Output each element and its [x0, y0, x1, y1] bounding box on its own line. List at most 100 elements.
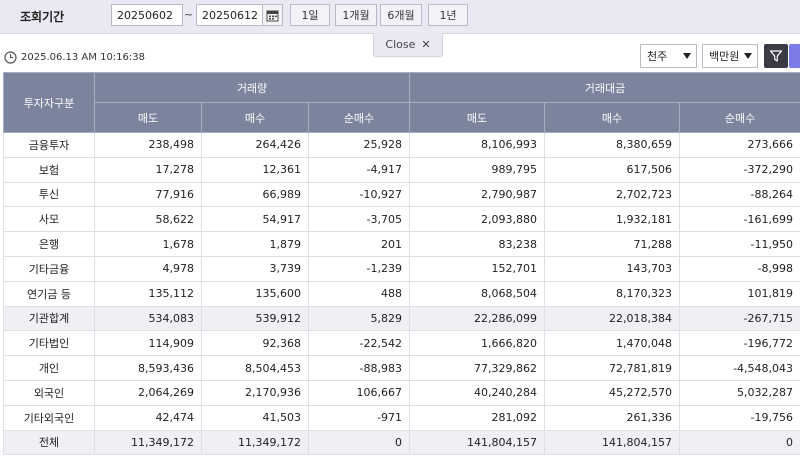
table-cell: 1,470,048 — [544, 330, 681, 357]
table-cell: -88,264 — [679, 182, 800, 208]
table-row: 연기금 등 135,112 135,600 488 8,068,504 8,170,323… — [3, 281, 800, 307]
timestamp: 2025.06.13 AM 10:16:38 — [4, 51, 145, 64]
table-row: 보험 17,278 12,361 -4,917 989,795 617,506 -372,2… — [3, 157, 800, 183]
close-panel-button[interactable]: Close ✕ — [373, 33, 443, 57]
unit-select[interactable]: 백만원 — [702, 44, 758, 68]
timestamp-text: 2025.06.13 AM 10:16:38 — [21, 52, 145, 63]
table-cell: -4,548,043 — [679, 355, 800, 381]
period-label: 조회기간 — [20, 10, 65, 24]
row-label: 기타외국인 — [3, 405, 95, 431]
row-label: 투신 — [3, 182, 95, 208]
table-cell: 1,678 — [94, 231, 202, 257]
row-label: 보험 — [3, 157, 95, 183]
calendar-button[interactable] — [262, 4, 283, 26]
table-cell: -3,705 — [308, 206, 411, 233]
table-cell: 72,781,819 — [544, 355, 681, 381]
table-row: 투신 77,916 66,989 -10,927 2,790,987 2,702,723-… — [3, 182, 800, 208]
table-cell: 5,829 — [308, 306, 411, 332]
table-cell: 273,666 — [679, 132, 800, 158]
table-cell: -1,239 — [308, 256, 411, 282]
table-row: 기관합계 534,083 539,912 5,829 22,286,099 22,018,… — [3, 306, 800, 332]
row-label: 기관합계 — [3, 306, 95, 332]
column-header: 매수 — [544, 102, 681, 133]
table-cell: 0 — [679, 430, 800, 456]
table-cell: 238,498 — [94, 132, 202, 158]
close-icon: ✕ — [421, 38, 431, 51]
date-to-input[interactable] — [196, 4, 262, 26]
column-header: 순매수 — [679, 102, 800, 133]
table-cell: 0 — [308, 430, 411, 456]
table-cell: 41,503 — [201, 405, 309, 431]
table-cell: 54,917 — [201, 206, 309, 233]
chevron-down-icon — [683, 53, 691, 59]
table-cell: 40,240,284 — [409, 380, 546, 406]
table-cell: 152,701 — [409, 256, 546, 282]
column-header: 매도 — [409, 102, 546, 133]
table-cell: 58,622 — [94, 206, 202, 233]
table-row: 개인 8,593,436 8,504,453 -88,983 77,329,862 72,… — [3, 355, 800, 381]
table-cell: 2,702,723 — [544, 182, 681, 208]
table-cell: 281,092 — [409, 405, 546, 431]
table-cell: -267,715 — [679, 306, 800, 332]
table-cell: 42,474 — [94, 405, 202, 431]
table-cell: -88,983 — [308, 355, 411, 381]
table-cell: 534,083 — [94, 306, 202, 332]
table-cell: -4,917 — [308, 157, 411, 183]
table-cell: 4,978 — [94, 256, 202, 282]
table-cell: 617,506 — [544, 157, 681, 183]
table-cell: 92,368 — [201, 330, 309, 357]
table-cell: 143,703 — [544, 256, 681, 282]
row-label: 금융투자 — [3, 132, 95, 158]
table-cell: 25,928 — [308, 132, 411, 158]
table-cell: -19,756 — [679, 405, 800, 431]
table-cell: 261,336 — [544, 405, 681, 431]
extra-button[interactable] — [789, 44, 800, 68]
calendar-icon — [266, 10, 279, 21]
table-cell: -372,290 — [679, 157, 800, 183]
table-cell: 8,380,659 — [544, 132, 681, 158]
period-1month-button[interactable]: 1개월 — [335, 4, 377, 26]
table-row: 은행 1,678 1,879 201 83,238 71,288 -11,950 — [3, 231, 800, 257]
table-cell: -11,950 — [679, 231, 800, 257]
table-cell: 135,112 — [94, 281, 202, 307]
table-row: 기타법인 114,909 92,368 -22,542 1,666,820 1,470,0… — [3, 330, 800, 357]
date-from-input[interactable] — [111, 4, 183, 26]
table-cell: -161,699 — [679, 206, 800, 233]
row-label: 은행 — [3, 231, 95, 257]
period-1day-button[interactable]: 1일 — [290, 4, 330, 26]
table-cell: 106,667 — [308, 380, 411, 406]
table-cell: 201 — [308, 231, 411, 257]
table-cell: 45,272,570 — [544, 380, 681, 406]
table-cell: 114,909 — [94, 330, 202, 357]
table-cell: -196,772 — [679, 330, 800, 357]
table-row: 기타외국인 42,474 41,503 -971 281,092 261,336 -19,7… — [3, 405, 800, 431]
table-row: 사모 58,622 54,917 -3,705 2,093,880 1,932,181 -1… — [3, 206, 800, 233]
filter-button[interactable] — [764, 44, 788, 68]
filter-icon — [769, 50, 783, 62]
table-row: 기타금융 4,978 3,739 -1,239 152,701 143,703 -8,998 — [3, 256, 800, 282]
chevron-down-icon — [744, 53, 752, 59]
clock-icon — [4, 51, 17, 64]
table-cell: 488 — [308, 281, 411, 307]
table-cell: 1,932,181 — [544, 206, 681, 233]
table-cell: 135,600 — [201, 281, 309, 307]
table-cell: 77,329,862 — [409, 355, 546, 381]
period-1year-button[interactable]: 1년 — [428, 4, 468, 26]
value-group-header: 거래대금 — [409, 72, 800, 103]
table-cell: 22,286,099 — [409, 306, 546, 332]
row-label: 기타법인 — [3, 330, 95, 357]
table-cell: -8,998 — [679, 256, 800, 282]
table-cell: 3,739 — [201, 256, 309, 282]
table-cell: 11,349,172 — [94, 430, 202, 456]
column-header: 매도 — [94, 102, 202, 133]
market-select-value: 천주 — [647, 50, 668, 63]
period-6month-button[interactable]: 6개월 — [380, 4, 422, 26]
market-select[interactable]: 천주 — [640, 44, 697, 68]
table-cell: 8,106,993 — [409, 132, 546, 158]
column-header: 매수 — [201, 102, 309, 133]
table-cell: 1,879 — [201, 231, 309, 257]
table-cell: 11,349,172 — [201, 430, 309, 456]
row-label: 외국인 — [3, 380, 95, 406]
table-cell: 989,795 — [409, 157, 546, 183]
close-label: Close — [385, 38, 416, 51]
